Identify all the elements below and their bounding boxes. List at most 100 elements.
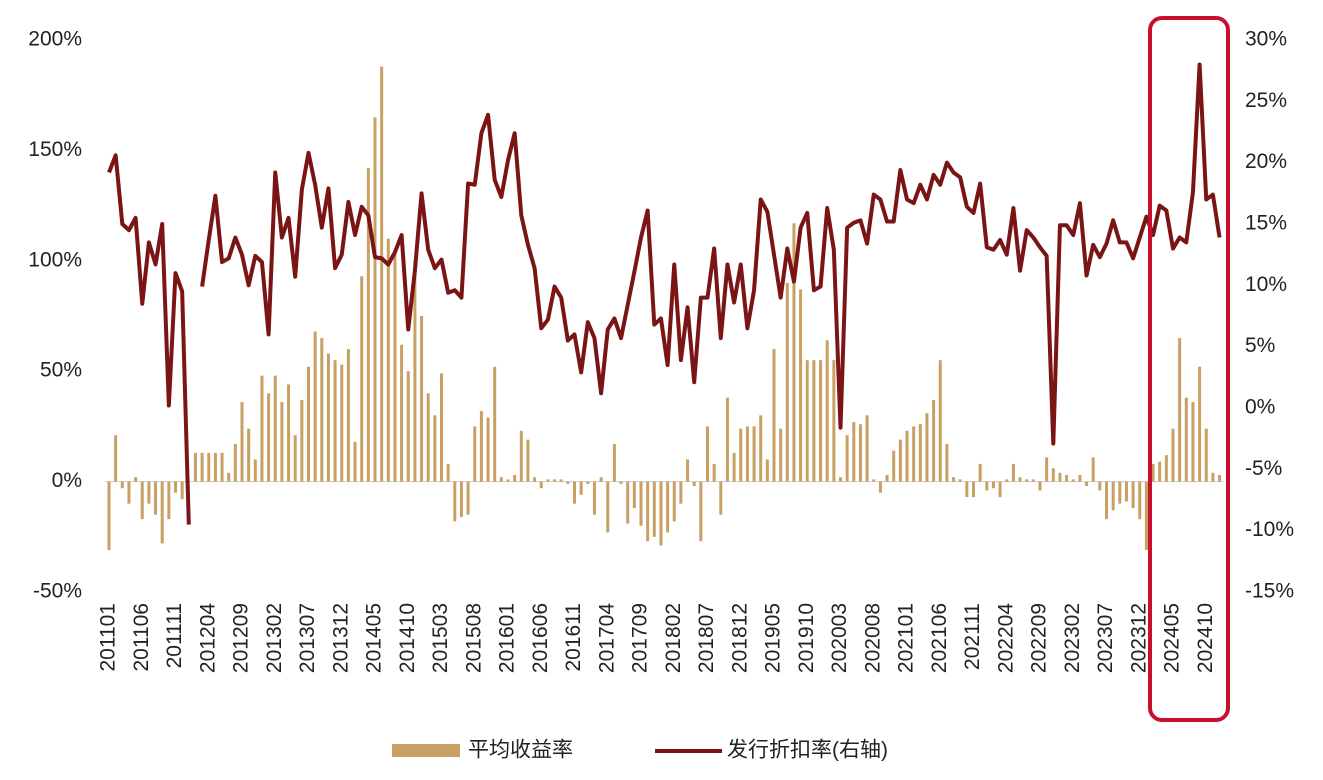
bar (1131, 481, 1135, 509)
bar (287, 384, 291, 482)
bar (493, 366, 497, 482)
bar (526, 439, 530, 482)
bar (579, 481, 583, 495)
highlight-box (1148, 16, 1230, 722)
bar (799, 289, 803, 482)
bar (200, 452, 204, 482)
bar (1085, 481, 1089, 487)
x-tick-label: 202111 (961, 603, 984, 670)
legend-label: 平均收益率 (468, 739, 573, 762)
bar (293, 435, 297, 482)
bar (606, 481, 610, 533)
bar (1211, 472, 1215, 482)
bar (785, 282, 789, 482)
bar (280, 402, 284, 482)
bar (998, 481, 1002, 498)
bar (932, 399, 936, 482)
bar (307, 366, 310, 482)
bar (459, 481, 463, 517)
bar (898, 439, 902, 482)
bar (114, 435, 118, 482)
bar (991, 481, 995, 489)
bar (340, 364, 344, 482)
bar (905, 430, 909, 482)
bar (1018, 477, 1022, 482)
x-tick-label: 202204 (994, 603, 1017, 673)
x-tick-label: 201704 (595, 603, 618, 673)
bar (652, 481, 656, 537)
bar (1158, 461, 1162, 482)
bar (666, 481, 670, 533)
x-tick-label: 201101 (97, 603, 120, 672)
bar (965, 481, 969, 498)
x-tick-label: 202312 (1127, 603, 1150, 673)
bar (1071, 479, 1075, 482)
bar (140, 481, 144, 520)
bar (739, 428, 743, 482)
bar (732, 452, 736, 482)
x-tick-label: 201111 (163, 603, 186, 668)
bar (1204, 428, 1208, 482)
bar (167, 481, 171, 520)
bar (878, 481, 882, 493)
bar (872, 479, 876, 482)
bar (938, 360, 942, 482)
y-tick-label: -50% (33, 580, 82, 603)
bar (672, 481, 676, 522)
bar (885, 474, 889, 482)
bar (207, 452, 211, 482)
line (200, 62, 1222, 446)
bar (400, 344, 404, 482)
x-tick-label: 201606 (529, 603, 552, 673)
bar (227, 472, 231, 482)
bar (1098, 481, 1102, 491)
bar (160, 481, 164, 544)
x-tick-label: 201812 (728, 603, 751, 673)
bar (1051, 468, 1055, 482)
bar (346, 349, 350, 482)
bar (1078, 474, 1082, 482)
bar (852, 421, 856, 482)
bar (1191, 402, 1195, 482)
bar (1038, 481, 1042, 491)
y2-tick-label: 10% (1245, 273, 1287, 296)
y2-tick-label: 5% (1245, 334, 1275, 357)
bar (120, 481, 124, 489)
bar (313, 331, 317, 482)
bar (380, 66, 384, 482)
x-tick-label: 201204 (196, 603, 219, 673)
bar (466, 481, 470, 515)
bar (320, 338, 324, 482)
bar (845, 435, 849, 482)
bar (985, 481, 989, 491)
bar (639, 481, 643, 526)
y2-tick-label: 15% (1245, 212, 1287, 235)
bar (134, 477, 138, 482)
bar (646, 481, 650, 542)
bar (573, 481, 576, 504)
y-tick-label: 150% (28, 138, 82, 161)
x-tick-label: 202003 (828, 603, 851, 673)
bar (792, 223, 796, 482)
bar (819, 360, 823, 482)
bar (972, 481, 975, 498)
bar (213, 452, 217, 482)
bar (952, 477, 956, 482)
bar (659, 481, 663, 546)
x-tick-label: 202106 (928, 603, 951, 673)
y2-tick-label: 25% (1245, 89, 1287, 112)
bar (958, 479, 962, 482)
bar (366, 168, 370, 482)
bar (1045, 457, 1049, 482)
x-tick-label: 202008 (861, 603, 884, 673)
bar (772, 349, 776, 482)
bar (632, 481, 636, 509)
bar (892, 450, 896, 482)
x-tick-label: 201307 (296, 603, 319, 673)
bar (473, 426, 477, 482)
y-tick-label: 50% (40, 359, 82, 382)
y2-tick-label: -5% (1245, 457, 1282, 480)
y2-tick-label: 30% (1245, 28, 1287, 51)
bar (566, 481, 570, 484)
bar (533, 477, 537, 482)
